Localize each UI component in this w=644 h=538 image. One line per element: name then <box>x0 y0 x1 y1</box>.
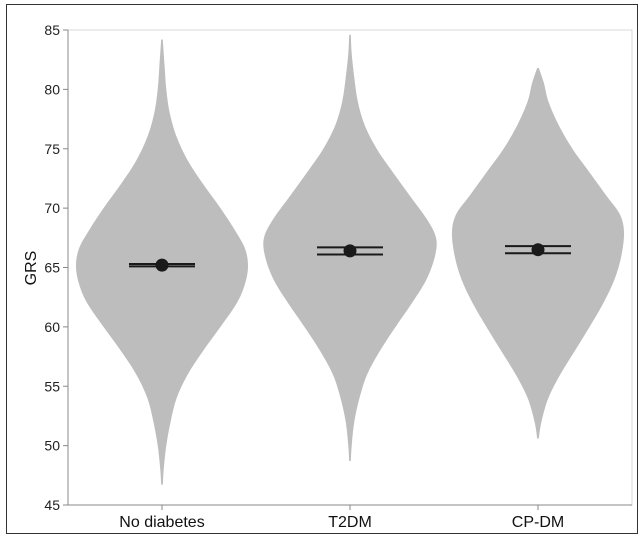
x-tick-label: CP-DM <box>512 514 564 531</box>
y-axis-title: GRS <box>23 251 40 286</box>
figure-border <box>6 4 638 534</box>
x-tick-label: T2DM <box>328 514 372 531</box>
y-tick-label: 55 <box>44 378 60 394</box>
mean-point <box>531 243 545 257</box>
mean-point <box>343 244 357 258</box>
y-tick-label: 70 <box>44 200 60 216</box>
y-tick-label: 50 <box>44 438 60 454</box>
mean-point <box>155 258 169 272</box>
y-tick-label: 75 <box>44 141 60 157</box>
y-tick-label: 80 <box>44 81 60 97</box>
y-tick-label: 85 <box>44 22 60 38</box>
x-tick-label: No diabetes <box>119 514 204 531</box>
y-tick-label: 45 <box>44 497 60 513</box>
y-tick-label: 60 <box>44 319 60 335</box>
y-tick-label: 65 <box>44 260 60 276</box>
